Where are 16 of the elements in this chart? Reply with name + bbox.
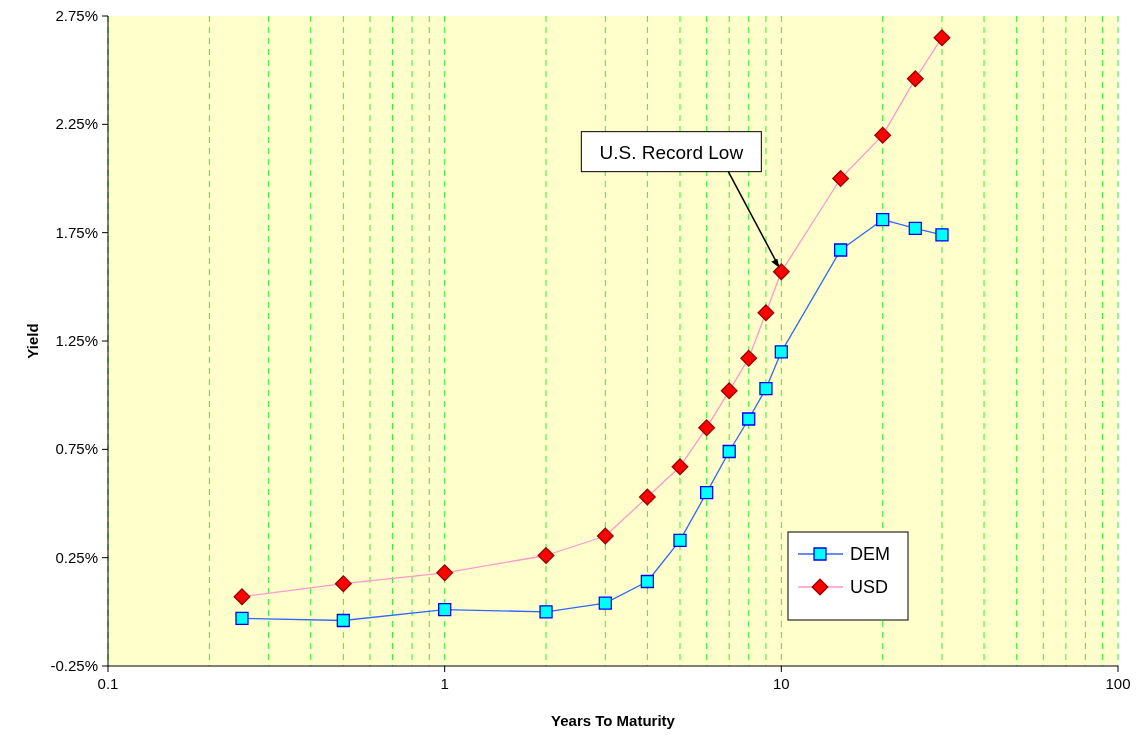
y-tick-label: 0.25% [55, 548, 98, 566]
y-tick-label: -0.25% [50, 657, 98, 674]
x-tick-label: 0.1 [97, 675, 119, 692]
legend-label: DEM [850, 544, 890, 564]
x-tick-label: 10 [772, 675, 790, 692]
x-tick-label: 1 [440, 675, 449, 692]
y-axis-title: Yield [24, 323, 41, 359]
x-tick-label: 100 [1105, 675, 1131, 692]
y-tick-label: 2.75% [55, 7, 98, 24]
y-tick-label: 0.75% [55, 440, 98, 458]
y-tick-label: 1.75% [55, 223, 98, 241]
legend-label: USD [850, 577, 889, 597]
y-tick-label: 1.25% [55, 332, 98, 349]
x-axis-title: Years To Maturity [551, 712, 676, 729]
annotation: U.S. Record Low [599, 141, 744, 163]
y-tick-label: 2.25% [55, 115, 98, 133]
